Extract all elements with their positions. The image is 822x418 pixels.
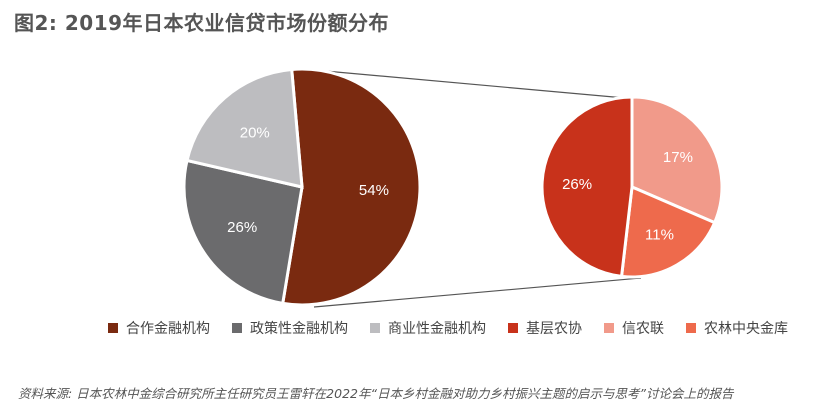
legend-swatch (508, 323, 518, 333)
connector-lines (313, 69, 642, 308)
legend-swatch (686, 323, 696, 333)
pie-slice (185, 67, 304, 189)
chart-title: 图2: 2019年日本农业信贷市场份额分布 (14, 11, 390, 35)
legend-swatch (370, 323, 380, 333)
legend-item-cooperative: 合作金融机构 (108, 318, 210, 338)
pie-slice (619, 184, 717, 279)
legend-item-norinchukin: 农林中央金库 (686, 318, 788, 338)
breakdown-pie: 17% 11% 26% (540, 95, 724, 279)
legend-label: 农林中央金库 (704, 321, 788, 337)
pie-slice-label: 20% (240, 125, 270, 142)
legend-label: 政策性金融机构 (250, 321, 348, 337)
pie-slice (540, 95, 634, 279)
pie-slice-label: 17% (663, 149, 693, 166)
legend-label: 商业性金融机构 (388, 321, 486, 337)
legend-swatch (232, 323, 242, 333)
legend-label: 合作金融机构 (126, 321, 210, 337)
legend-item-shinnoren: 信农联 (604, 318, 664, 338)
legend-label: 信农联 (622, 321, 664, 337)
legend-item-grassroots-ja: 基层农协 (508, 318, 582, 338)
pie-slice (281, 67, 422, 307)
legend: 合作金融机构 政策性金融机构 商业性金融机构 基层农协 信农联 农林中央金库 (108, 318, 810, 338)
legend-swatch (604, 323, 614, 333)
legend-swatch (108, 323, 118, 333)
pie-slice (630, 95, 724, 225)
source-note: 资料来源: 日本农林中金综合研究所主任研究员王雷轩在2022年“日本乡村金融对助… (18, 386, 734, 401)
legend-item-policy: 政策性金融机构 (232, 318, 348, 338)
main-pie: 54% 26% 20% (182, 67, 422, 307)
legend-label: 基层农协 (526, 321, 582, 337)
pie-slice (182, 158, 304, 306)
pie-slice-label: 54% (359, 182, 389, 199)
legend-item-commercial: 商业性金融机构 (370, 318, 486, 338)
pie-slice-label: 11% (645, 227, 674, 244)
pie-slice-label: 26% (562, 176, 592, 193)
pie-slice-label: 26% (227, 219, 257, 236)
